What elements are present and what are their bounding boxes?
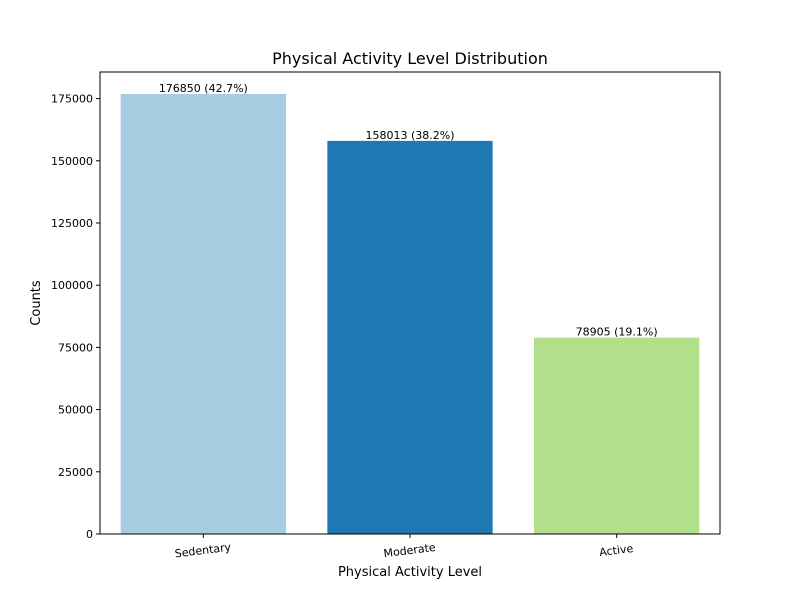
y-tick-label: 50000 — [58, 404, 93, 417]
bar-sedentary — [120, 94, 287, 534]
x-axis-label: Physical Activity Level — [338, 565, 482, 580]
x-tick-label: Sedentary — [174, 541, 232, 561]
y-tick-label: 0 — [86, 528, 93, 541]
y-ticks-group: 0 25000 50000 75000 100000 125000 150000 175000 — [51, 93, 100, 541]
y-tick-label: 25000 — [58, 466, 93, 479]
bar-value-label: 78905 (19.1%) — [576, 326, 658, 339]
x-tick-label: Active — [599, 542, 635, 559]
y-tick-label: 125000 — [51, 217, 93, 230]
bar-value-label: 176850 (42.7%) — [159, 82, 248, 95]
plot-frame — [99, 71, 721, 535]
y-axis-label: Counts — [29, 280, 44, 326]
y-tick-label: 75000 — [58, 341, 93, 354]
x-tick-label: Moderate — [383, 541, 437, 560]
y-tick-label: 150000 — [51, 155, 93, 168]
chart-title: Physical Activity Level Distribution — [272, 49, 548, 68]
bar-value-label: 158013 (38.2%) — [365, 129, 454, 142]
y-tick-label: 100000 — [51, 279, 93, 292]
x-ticks-group: Sedentary Moderate Active — [174, 534, 634, 560]
y-tick-label: 175000 — [51, 93, 93, 106]
bar-active — [534, 337, 700, 534]
bar-moderate — [327, 140, 493, 535]
bar-labels-group: 176850 (42.7%) 158013 (38.2%) 78905 (19.1%… — [159, 82, 658, 339]
bars-group — [120, 94, 700, 535]
